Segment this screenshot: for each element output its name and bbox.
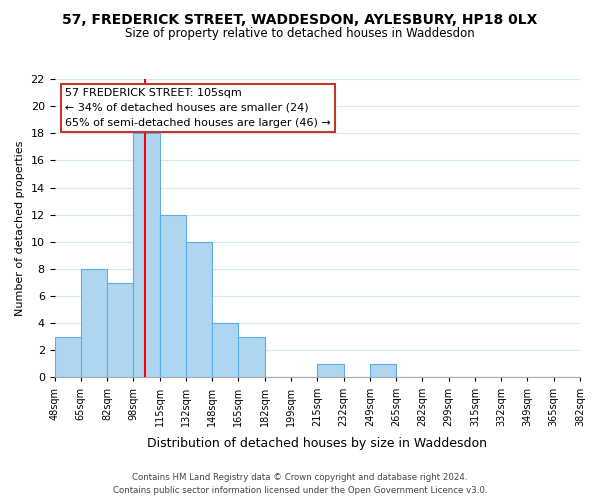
Bar bbox=[81, 269, 107, 378]
Bar bbox=[160, 214, 186, 378]
Bar bbox=[370, 364, 396, 378]
Text: 57, FREDERICK STREET, WADDESDON, AYLESBURY, HP18 0LX: 57, FREDERICK STREET, WADDESDON, AYLESBU… bbox=[62, 12, 538, 26]
Bar bbox=[107, 282, 133, 378]
Text: Contains HM Land Registry data © Crown copyright and database right 2024.
Contai: Contains HM Land Registry data © Crown c… bbox=[113, 474, 487, 495]
Text: Size of property relative to detached houses in Waddesdon: Size of property relative to detached ho… bbox=[125, 28, 475, 40]
Text: 57 FREDERICK STREET: 105sqm
← 34% of detached houses are smaller (24)
65% of sem: 57 FREDERICK STREET: 105sqm ← 34% of det… bbox=[65, 88, 331, 128]
Bar bbox=[55, 337, 81, 378]
Bar bbox=[186, 242, 212, 378]
Bar bbox=[133, 134, 160, 378]
Bar bbox=[212, 323, 238, 378]
Y-axis label: Number of detached properties: Number of detached properties bbox=[15, 140, 25, 316]
X-axis label: Distribution of detached houses by size in Waddesdon: Distribution of detached houses by size … bbox=[147, 437, 487, 450]
Bar bbox=[238, 337, 265, 378]
Bar bbox=[317, 364, 344, 378]
